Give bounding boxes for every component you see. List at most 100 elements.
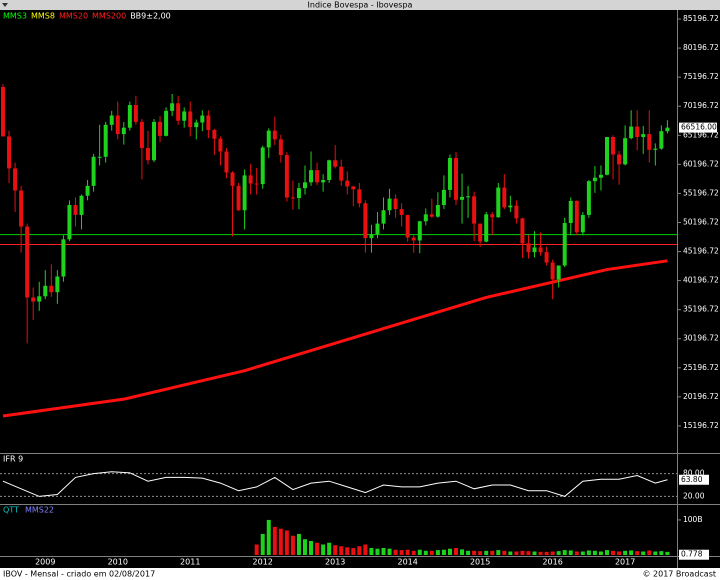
candle-body: [284, 155, 289, 198]
y-tick-label: 100B: [683, 515, 702, 524]
volume-bar: [345, 547, 350, 555]
candle-body: [598, 174, 603, 178]
candle-body: [580, 214, 585, 233]
volume-bar: [472, 550, 477, 555]
candle-body: [73, 205, 78, 215]
candle-body: [592, 177, 597, 182]
candle-body: [37, 296, 42, 302]
title-bar: [0, 0, 720, 10]
y-tick-label: 60196.72: [683, 159, 719, 168]
candle-body: [635, 126, 640, 138]
volume-bar: [429, 550, 434, 555]
candle-body: [659, 131, 664, 149]
volume-bar: [309, 540, 314, 555]
volume-bar: [659, 551, 664, 555]
volume-bar: [375, 548, 380, 555]
volume-bar: [363, 544, 368, 555]
legend-entry: BB9±2,00: [130, 12, 171, 21]
candle-body: [7, 136, 12, 169]
volume-bar: [641, 551, 646, 555]
candle-body: [152, 121, 156, 161]
volume-bar: [351, 547, 356, 555]
candle-body: [218, 138, 223, 152]
candle-body: [363, 203, 368, 239]
volume-bar: [629, 550, 634, 555]
volume-bar: [303, 539, 307, 555]
candle-body: [532, 247, 537, 253]
volume-bar: [490, 550, 495, 555]
footer-right: © 2017 Broadcast: [642, 570, 716, 579]
candle-body: [49, 285, 54, 293]
candle-body: [544, 252, 549, 263]
volume-bar: [290, 535, 295, 555]
candle-body: [13, 168, 18, 191]
volume-bar: [441, 549, 446, 555]
candle-body: [254, 183, 259, 185]
candle-body: [278, 139, 283, 156]
volume-bar: [435, 550, 440, 555]
candle-body: [423, 214, 428, 222]
volume-bar: [454, 547, 458, 555]
candle-body: [266, 130, 271, 148]
candle-body: [345, 180, 350, 187]
candle-body: [568, 200, 573, 224]
last-value-box: [679, 474, 709, 485]
y-tick-label: 75196.72: [683, 72, 719, 81]
candle-body: [641, 134, 646, 138]
candle-body: [417, 221, 422, 241]
candle-body: [629, 126, 634, 139]
legend-entry: MMS3: [3, 12, 27, 21]
volume-bar: [605, 550, 609, 555]
candle-body: [484, 214, 489, 242]
candle-body: [103, 124, 108, 157]
legend-entry: MMS8: [31, 12, 55, 21]
candle-body: [260, 147, 265, 185]
volume-bar: [399, 550, 404, 555]
candle-body: [164, 110, 169, 136]
volume-bar: [387, 548, 392, 555]
volume-bar: [460, 549, 465, 555]
volume-bar: [315, 542, 320, 555]
candle-body: [91, 156, 96, 186]
candle-body: [514, 205, 519, 219]
legend-entry: MMS200: [92, 12, 126, 21]
x-tick-label: 2016: [542, 558, 562, 567]
candle-body: [496, 187, 501, 218]
candle-body: [327, 160, 332, 181]
volume-bar: [665, 551, 670, 555]
volume-bar: [556, 551, 561, 555]
volume-bar: [496, 550, 501, 555]
candle-body: [550, 262, 555, 280]
candle-body: [447, 157, 452, 190]
y-tick-label: 50196.72: [683, 217, 719, 226]
volume-bar: [333, 545, 338, 555]
status-bar: [0, 568, 720, 580]
candle-body: [133, 105, 138, 122]
candle-body: [236, 185, 241, 211]
y-tick-label: 20196.72: [683, 392, 719, 401]
volume-bar: [592, 550, 597, 555]
candle-body: [315, 170, 320, 183]
candle-body: [242, 175, 247, 211]
y-tick-label: 55196.72: [683, 188, 719, 197]
candle-body: [333, 160, 338, 167]
menu-arrow[interactable]: [2, 3, 8, 7]
volume-bar: [514, 551, 519, 555]
candle-body: [556, 265, 561, 280]
volume-bar: [550, 551, 555, 555]
volume-bar: [508, 551, 513, 555]
candle-body: [375, 223, 380, 235]
volume-bar: [278, 528, 283, 555]
last-value-box: [679, 122, 717, 133]
candle-body: [381, 210, 386, 224]
volume-bar: [254, 544, 259, 555]
candle-body: [586, 181, 591, 215]
candle-body: [605, 137, 609, 175]
volume-bar: [405, 549, 410, 555]
candle-body: [55, 276, 60, 293]
candle-body: [290, 197, 295, 199]
y-tick-label: 85196.72: [683, 14, 719, 23]
legend-entry: MMS22: [25, 506, 54, 515]
candle-body: [115, 115, 120, 135]
